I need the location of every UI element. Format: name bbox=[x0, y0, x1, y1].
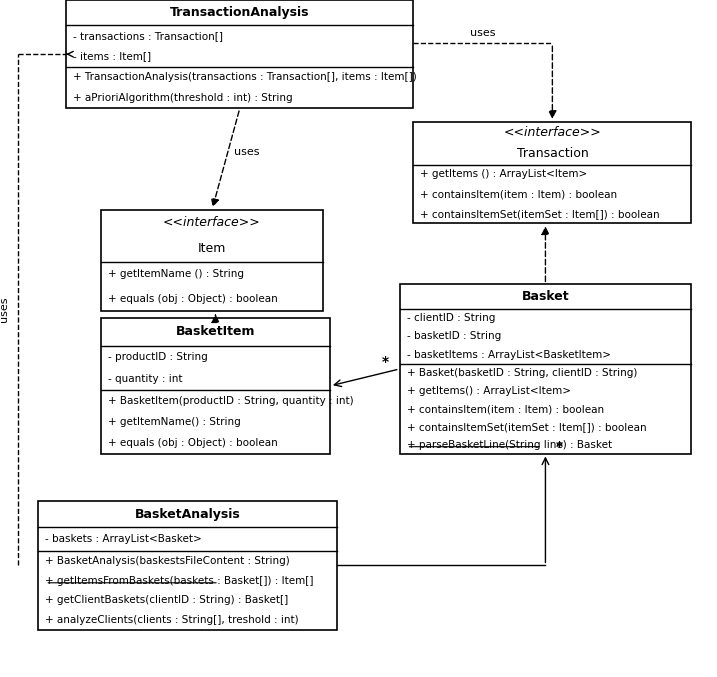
Bar bbox=[101, 318, 330, 454]
Text: Item: Item bbox=[198, 242, 226, 255]
Text: + parseBasketLine(String line) : Basket: + parseBasketLine(String line) : Basket bbox=[407, 439, 612, 450]
Text: BasketItem: BasketItem bbox=[176, 326, 255, 338]
Text: uses: uses bbox=[234, 148, 260, 157]
Text: <<interface>>: <<interface>> bbox=[163, 217, 261, 230]
Text: - quantity : int: - quantity : int bbox=[108, 374, 182, 384]
Text: Transaction: Transaction bbox=[516, 148, 588, 160]
Text: + BasketItem(productID : String, quantity : int): + BasketItem(productID : String, quantit… bbox=[108, 396, 353, 406]
Text: - basketItems : ArrayList<BasketItem>: - basketItems : ArrayList<BasketItem> bbox=[407, 350, 610, 360]
Text: + getItemsFromBaskets(baskets : Basket[]) : Item[]: + getItemsFromBaskets(baskets : Basket[]… bbox=[45, 575, 314, 586]
Text: + equals (obj : Object) : boolean: + equals (obj : Object) : boolean bbox=[108, 294, 277, 304]
Text: - basketID : String: - basketID : String bbox=[407, 332, 500, 341]
Text: + getItemName() : String: + getItemName() : String bbox=[108, 417, 241, 427]
Text: uses: uses bbox=[0, 297, 9, 322]
Text: + Basket(basketID : String, clientID : String): + Basket(basketID : String, clientID : S… bbox=[407, 368, 637, 378]
Bar bbox=[101, 210, 323, 311]
Text: + containsItem(item : Item) : boolean: + containsItem(item : Item) : boolean bbox=[420, 189, 617, 199]
Text: *: * bbox=[556, 440, 563, 454]
Text: + getItems () : ArrayList<Item>: + getItems () : ArrayList<Item> bbox=[420, 169, 588, 179]
Text: *: * bbox=[382, 355, 389, 369]
Text: + TransactionAnalysis(transactions : Transaction[], items : Item[]): + TransactionAnalysis(transactions : Tra… bbox=[73, 72, 417, 83]
Text: - items : Item[]: - items : Item[] bbox=[73, 51, 151, 62]
Text: Basket: Basket bbox=[522, 290, 569, 303]
Text: <<interface>>: <<interface>> bbox=[503, 126, 602, 139]
Bar bbox=[399, 284, 691, 454]
Text: uses: uses bbox=[470, 28, 495, 38]
Text: + aPrioriAlgorithm(threshold : int) : String: + aPrioriAlgorithm(threshold : int) : St… bbox=[73, 93, 293, 103]
Text: - productID : String: - productID : String bbox=[108, 352, 207, 362]
Bar bbox=[66, 0, 414, 108]
Text: + containsItem(item : Item) : boolean: + containsItem(item : Item) : boolean bbox=[407, 404, 604, 414]
Text: - clientID : String: - clientID : String bbox=[407, 313, 495, 323]
Text: - baskets : ArrayList<Basket>: - baskets : ArrayList<Basket> bbox=[45, 534, 202, 544]
Text: BasketAnalysis: BasketAnalysis bbox=[135, 508, 241, 521]
Text: + containsItemSet(itemSet : Item[]) : boolean: + containsItemSet(itemSet : Item[]) : bo… bbox=[407, 422, 646, 432]
Text: - transactions : Transaction[]: - transactions : Transaction[] bbox=[73, 31, 223, 41]
Bar bbox=[414, 122, 691, 223]
Text: + equals (obj : Object) : boolean: + equals (obj : Object) : boolean bbox=[108, 438, 277, 448]
Text: + analyzeClients(clients : String[], treshold : int): + analyzeClients(clients : String[], tre… bbox=[45, 615, 299, 625]
Text: + containsItemSet(itemSet : Item[]) : boolean: + containsItemSet(itemSet : Item[]) : bo… bbox=[420, 209, 660, 219]
Text: + getItems() : ArrayList<Item>: + getItems() : ArrayList<Item> bbox=[407, 386, 571, 396]
Text: + getClientBaskets(clientID : String) : Basket[]: + getClientBaskets(clientID : String) : … bbox=[45, 595, 288, 605]
Text: TransactionAnalysis: TransactionAnalysis bbox=[170, 6, 310, 19]
Bar bbox=[38, 501, 337, 630]
Text: + getItemName () : String: + getItemName () : String bbox=[108, 269, 244, 279]
Text: + BasketAnalysis(baskestsFileContent : String): + BasketAnalysis(baskestsFileContent : S… bbox=[45, 556, 290, 566]
